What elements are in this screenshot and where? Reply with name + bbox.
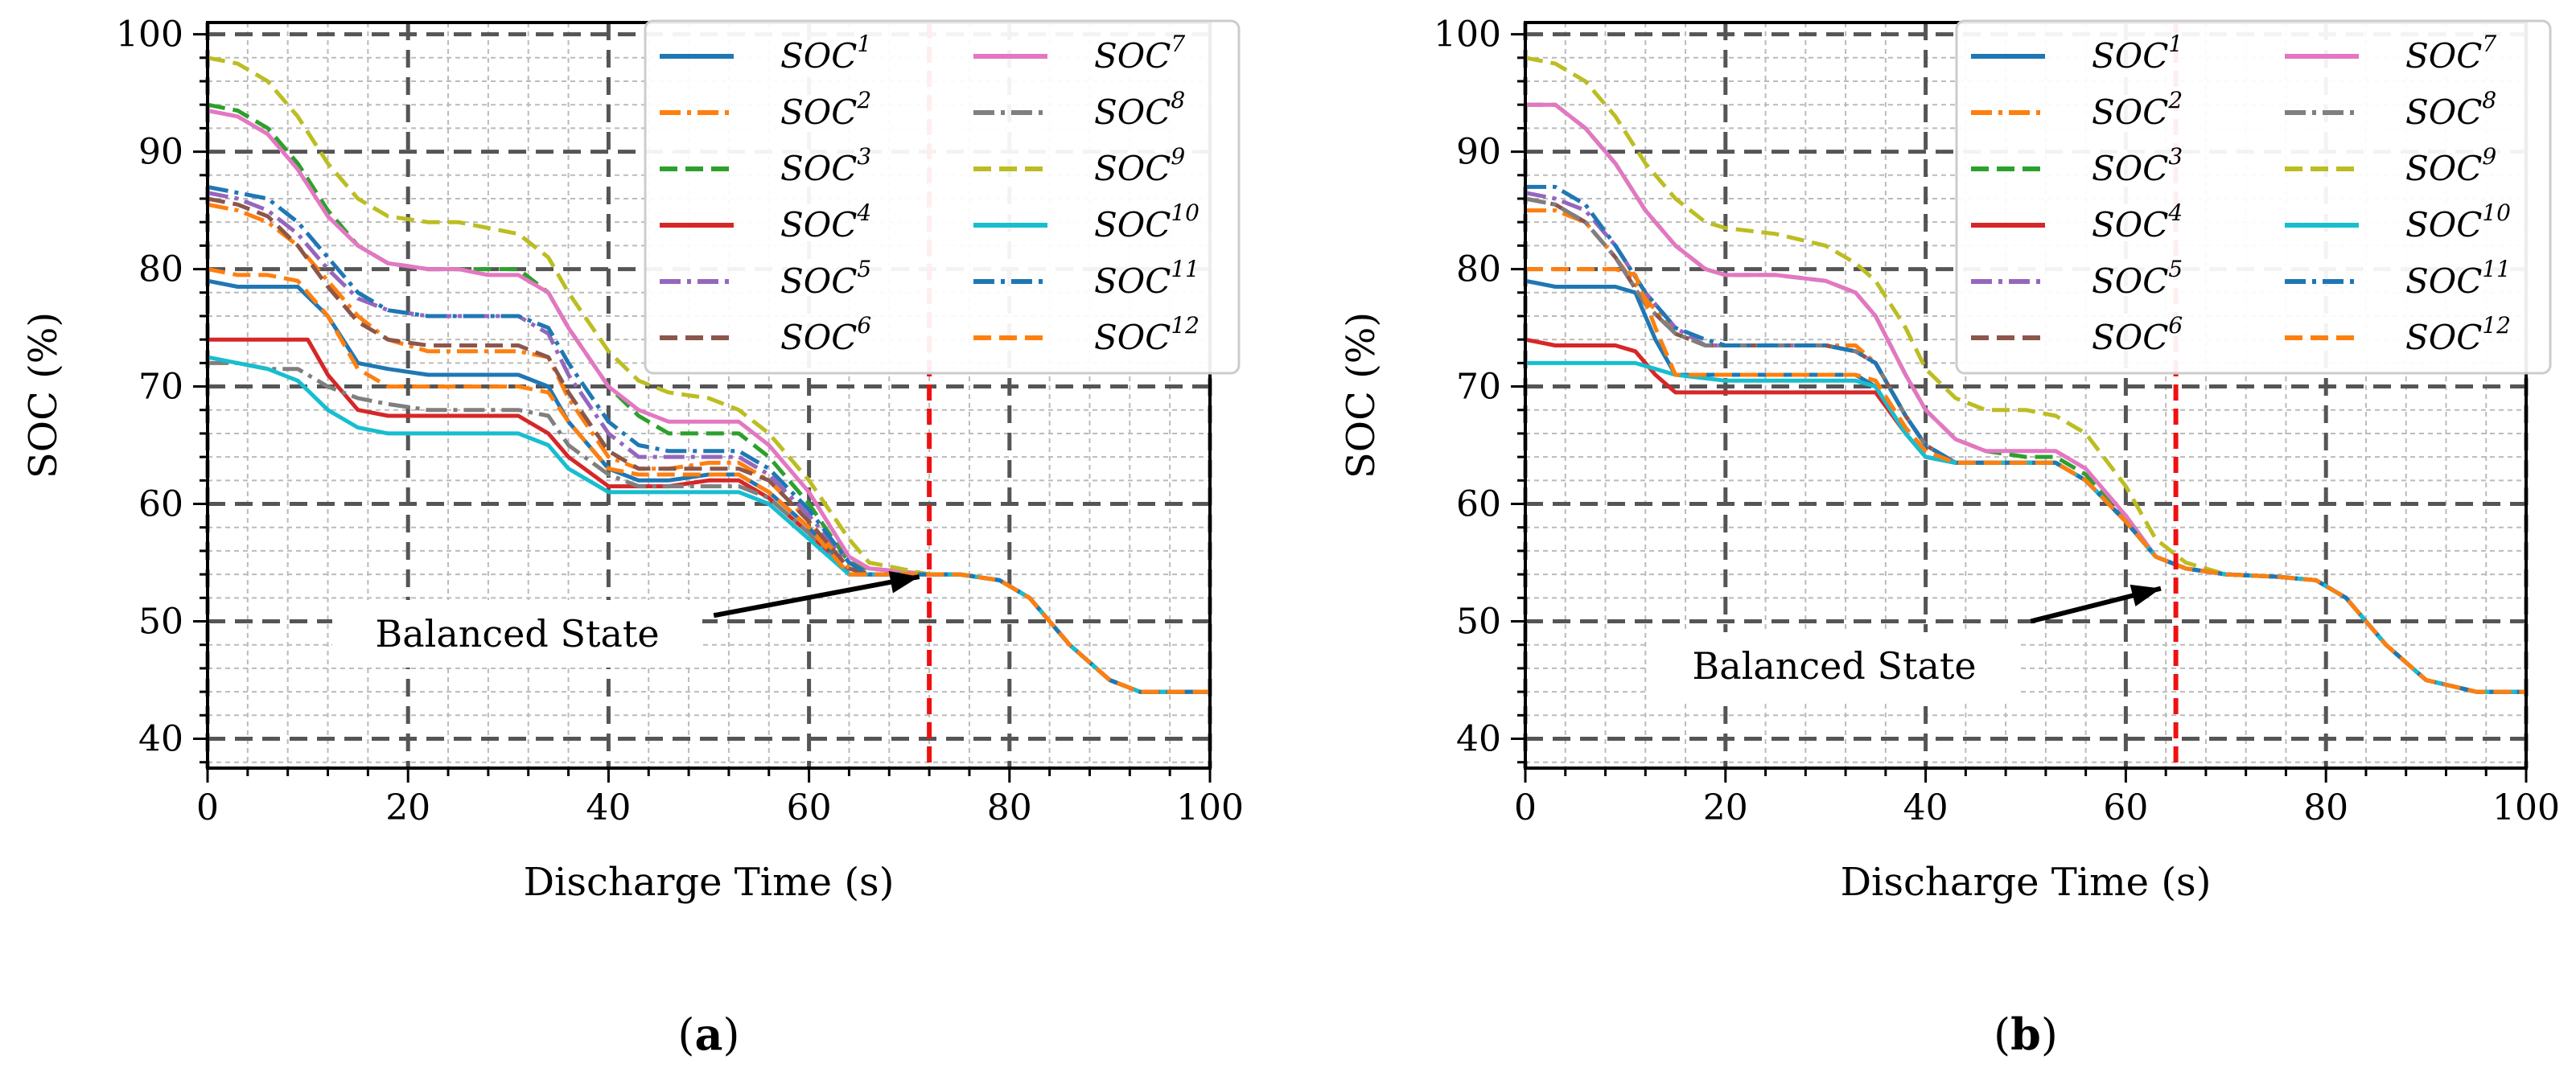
legend-label-soc12: SOC12 bbox=[2405, 312, 2511, 357]
legend-label-soc1: SOC1 bbox=[2092, 31, 2183, 76]
x-tick-label: 100 bbox=[2492, 787, 2560, 828]
legend-label-soc11: SOC11 bbox=[1094, 256, 1200, 301]
legend-box bbox=[1955, 19, 2552, 375]
legend-label-soc5: SOC5 bbox=[2092, 256, 2183, 301]
annotation-text: Balanced State bbox=[375, 612, 659, 656]
legend-label-soc5: SOC5 bbox=[780, 256, 871, 301]
legend-label-soc3: SOC3 bbox=[2092, 143, 2183, 188]
x-tick-label: 20 bbox=[385, 787, 430, 828]
legend-label-soc2: SOC2 bbox=[2092, 87, 2183, 132]
chart-panel-b: 0 20 40 60 80 100 40 50 60 70 80 90 100 Discharge Tim… bbox=[1339, 14, 2560, 1060]
legend-label-soc9: SOC9 bbox=[1094, 143, 1185, 188]
x-tick-label: 0 bbox=[1514, 787, 1537, 828]
y-tick-label: 100 bbox=[116, 14, 183, 55]
y-tick-label: 60 bbox=[138, 484, 183, 525]
y-tick-label: 80 bbox=[1456, 249, 1501, 290]
y-tick-label: 100 bbox=[1434, 14, 1501, 55]
y-tick-label: 70 bbox=[138, 367, 183, 408]
series-line-soc12 bbox=[207, 267, 1210, 694]
legend-label-soc7: SOC7 bbox=[2405, 31, 2496, 76]
x-tick-label: 100 bbox=[1176, 787, 1244, 828]
legend-box bbox=[644, 19, 1241, 375]
y-tick-label: 60 bbox=[1456, 484, 1501, 525]
x-tick-label: 40 bbox=[586, 787, 631, 828]
legend: SOC1 SOC2 SOC3 SOC4 SOC5 SOC6 SOC7 SOC8 SOC9 SOC1… bbox=[644, 19, 1241, 375]
y-tick-label: 90 bbox=[138, 132, 183, 173]
x-tick-label: 80 bbox=[2303, 787, 2348, 828]
chart-panel-a: 0 20 40 60 80 100 40 50 60 70 80 90 100 Discharge Tim… bbox=[21, 14, 1244, 1060]
series-line-soc12 bbox=[1525, 267, 2526, 694]
series-lines bbox=[207, 55, 1210, 694]
y-tick-label: 70 bbox=[1456, 367, 1501, 408]
legend-label-soc6: SOC6 bbox=[780, 312, 871, 357]
legend: SOC1 SOC2 SOC3 SOC4 SOC5 SOC6 SOC7 SOC8 SOC9 SOC1… bbox=[1955, 19, 2552, 375]
annotation-arrow-head bbox=[2130, 584, 2161, 607]
legend-label-soc1: SOC1 bbox=[780, 31, 871, 76]
legend-label-soc6: SOC6 bbox=[2092, 312, 2183, 357]
y-axis-title: SOC (%) bbox=[21, 312, 66, 479]
annotation-box bbox=[332, 600, 702, 668]
legend-label-soc12: SOC12 bbox=[1094, 312, 1200, 357]
annotation-text: Balanced State bbox=[1692, 644, 1976, 688]
x-tick-label: 40 bbox=[1903, 787, 1948, 828]
x-axis-title: Discharge Time (s) bbox=[1841, 860, 2212, 905]
legend-label-soc4: SOC4 bbox=[780, 199, 871, 245]
legend-label-soc3: SOC3 bbox=[780, 143, 871, 188]
y-tick-label: 40 bbox=[138, 719, 183, 760]
panel-label: (b) bbox=[1994, 1009, 2058, 1060]
panel-label: (a) bbox=[677, 1009, 739, 1060]
y-tick-label: 80 bbox=[138, 249, 183, 290]
y-tick-label: 90 bbox=[1456, 132, 1501, 173]
annotation-arrow-head bbox=[888, 570, 920, 594]
legend-label-soc8: SOC8 bbox=[2405, 87, 2496, 132]
y-tick-label: 50 bbox=[1456, 602, 1501, 643]
x-tick-label: 0 bbox=[196, 787, 219, 828]
axis-ticks bbox=[1511, 33, 2528, 783]
y-tick-label: 50 bbox=[138, 602, 183, 643]
legend-label-soc7: SOC7 bbox=[1094, 31, 1185, 76]
x-tick-label: 60 bbox=[2103, 787, 2148, 828]
legend-label-soc2: SOC2 bbox=[780, 87, 871, 132]
legend-label-soc11: SOC11 bbox=[2405, 256, 2511, 301]
annotation-arrow-shaft bbox=[713, 574, 920, 619]
y-axis-title: SOC (%) bbox=[1339, 312, 1384, 479]
x-axis-title: Discharge Time (s) bbox=[524, 860, 895, 905]
legend-label-soc10: SOC10 bbox=[2405, 199, 2511, 245]
legend-label-soc4: SOC4 bbox=[2092, 199, 2183, 245]
series-lines bbox=[1525, 55, 2526, 694]
series-line-soc8 bbox=[208, 360, 1210, 694]
legend-label-soc10: SOC10 bbox=[1094, 199, 1200, 245]
legend-label-soc8: SOC8 bbox=[1094, 87, 1185, 132]
annotation-box bbox=[1649, 632, 2019, 700]
axis-ticks bbox=[193, 33, 1212, 783]
x-tick-label: 20 bbox=[1703, 787, 1748, 828]
legend-label-soc9: SOC9 bbox=[2405, 143, 2496, 188]
x-tick-label: 60 bbox=[787, 787, 832, 828]
x-tick-label: 80 bbox=[987, 787, 1032, 828]
y-tick-label: 40 bbox=[1456, 719, 1501, 760]
